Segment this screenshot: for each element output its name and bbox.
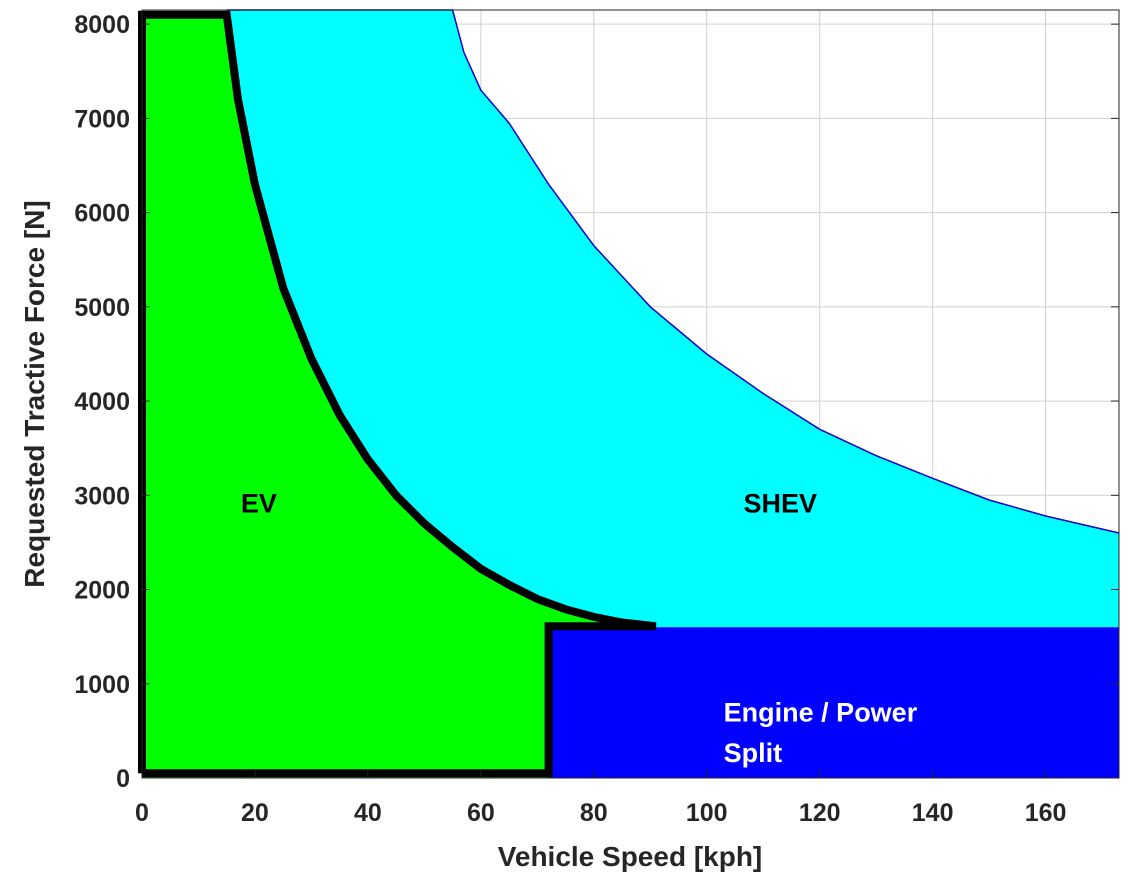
annotation-ev: EV (241, 488, 277, 518)
region-shev (226, 10, 1119, 628)
annotation-split: Split (724, 738, 783, 768)
annotations: EV SHEV Engine / Power Split (241, 488, 918, 768)
region-ev (142, 14, 656, 778)
y-axis: 0 1000 2000 3000 4000 5000 6000 7000 8000 (74, 11, 1119, 793)
plot-frame (141, 9, 1120, 779)
x-tick-label: 100 (686, 799, 728, 827)
region-shev-edge (226, 9, 1120, 534)
x-tick-label: 0 (135, 799, 149, 827)
mode-boundary-line (138, 10, 657, 778)
x-tick-label: 80 (580, 799, 608, 827)
x-tick-label: 140 (912, 799, 954, 827)
x-tick-label: 20 (241, 799, 269, 827)
y-tick-label: 3000 (74, 482, 130, 510)
y-tick-label: 6000 (74, 200, 130, 228)
x-axis: 0 20 40 60 80 100 120 140 160 (135, 770, 1066, 827)
x-axis-label: Vehicle Speed [kph] (498, 841, 763, 872)
annotation-engine-power: Engine / Power (724, 697, 918, 727)
x-tick-label: 40 (354, 799, 382, 827)
x-tick-label: 160 (1025, 799, 1067, 827)
y-tick-label: 4000 (74, 388, 130, 416)
y-tick-label: 7000 (74, 105, 130, 133)
boundary-group (138, 10, 657, 778)
y-axis-label: Requested Tractive Force [N] (19, 200, 50, 587)
y-tick-label: 8000 (74, 11, 130, 39)
x-tick-label: 60 (467, 799, 495, 827)
y-tick-label: 1000 (74, 671, 130, 699)
y-tick-label: 2000 (74, 577, 130, 605)
region-engine-power-split (548, 627, 1119, 778)
y-tick-label: 5000 (74, 294, 130, 322)
y-tick-label: 0 (116, 765, 130, 793)
regions (142, 9, 1120, 778)
x-tick-label: 120 (799, 799, 841, 827)
annotation-shev: SHEV (743, 488, 817, 518)
